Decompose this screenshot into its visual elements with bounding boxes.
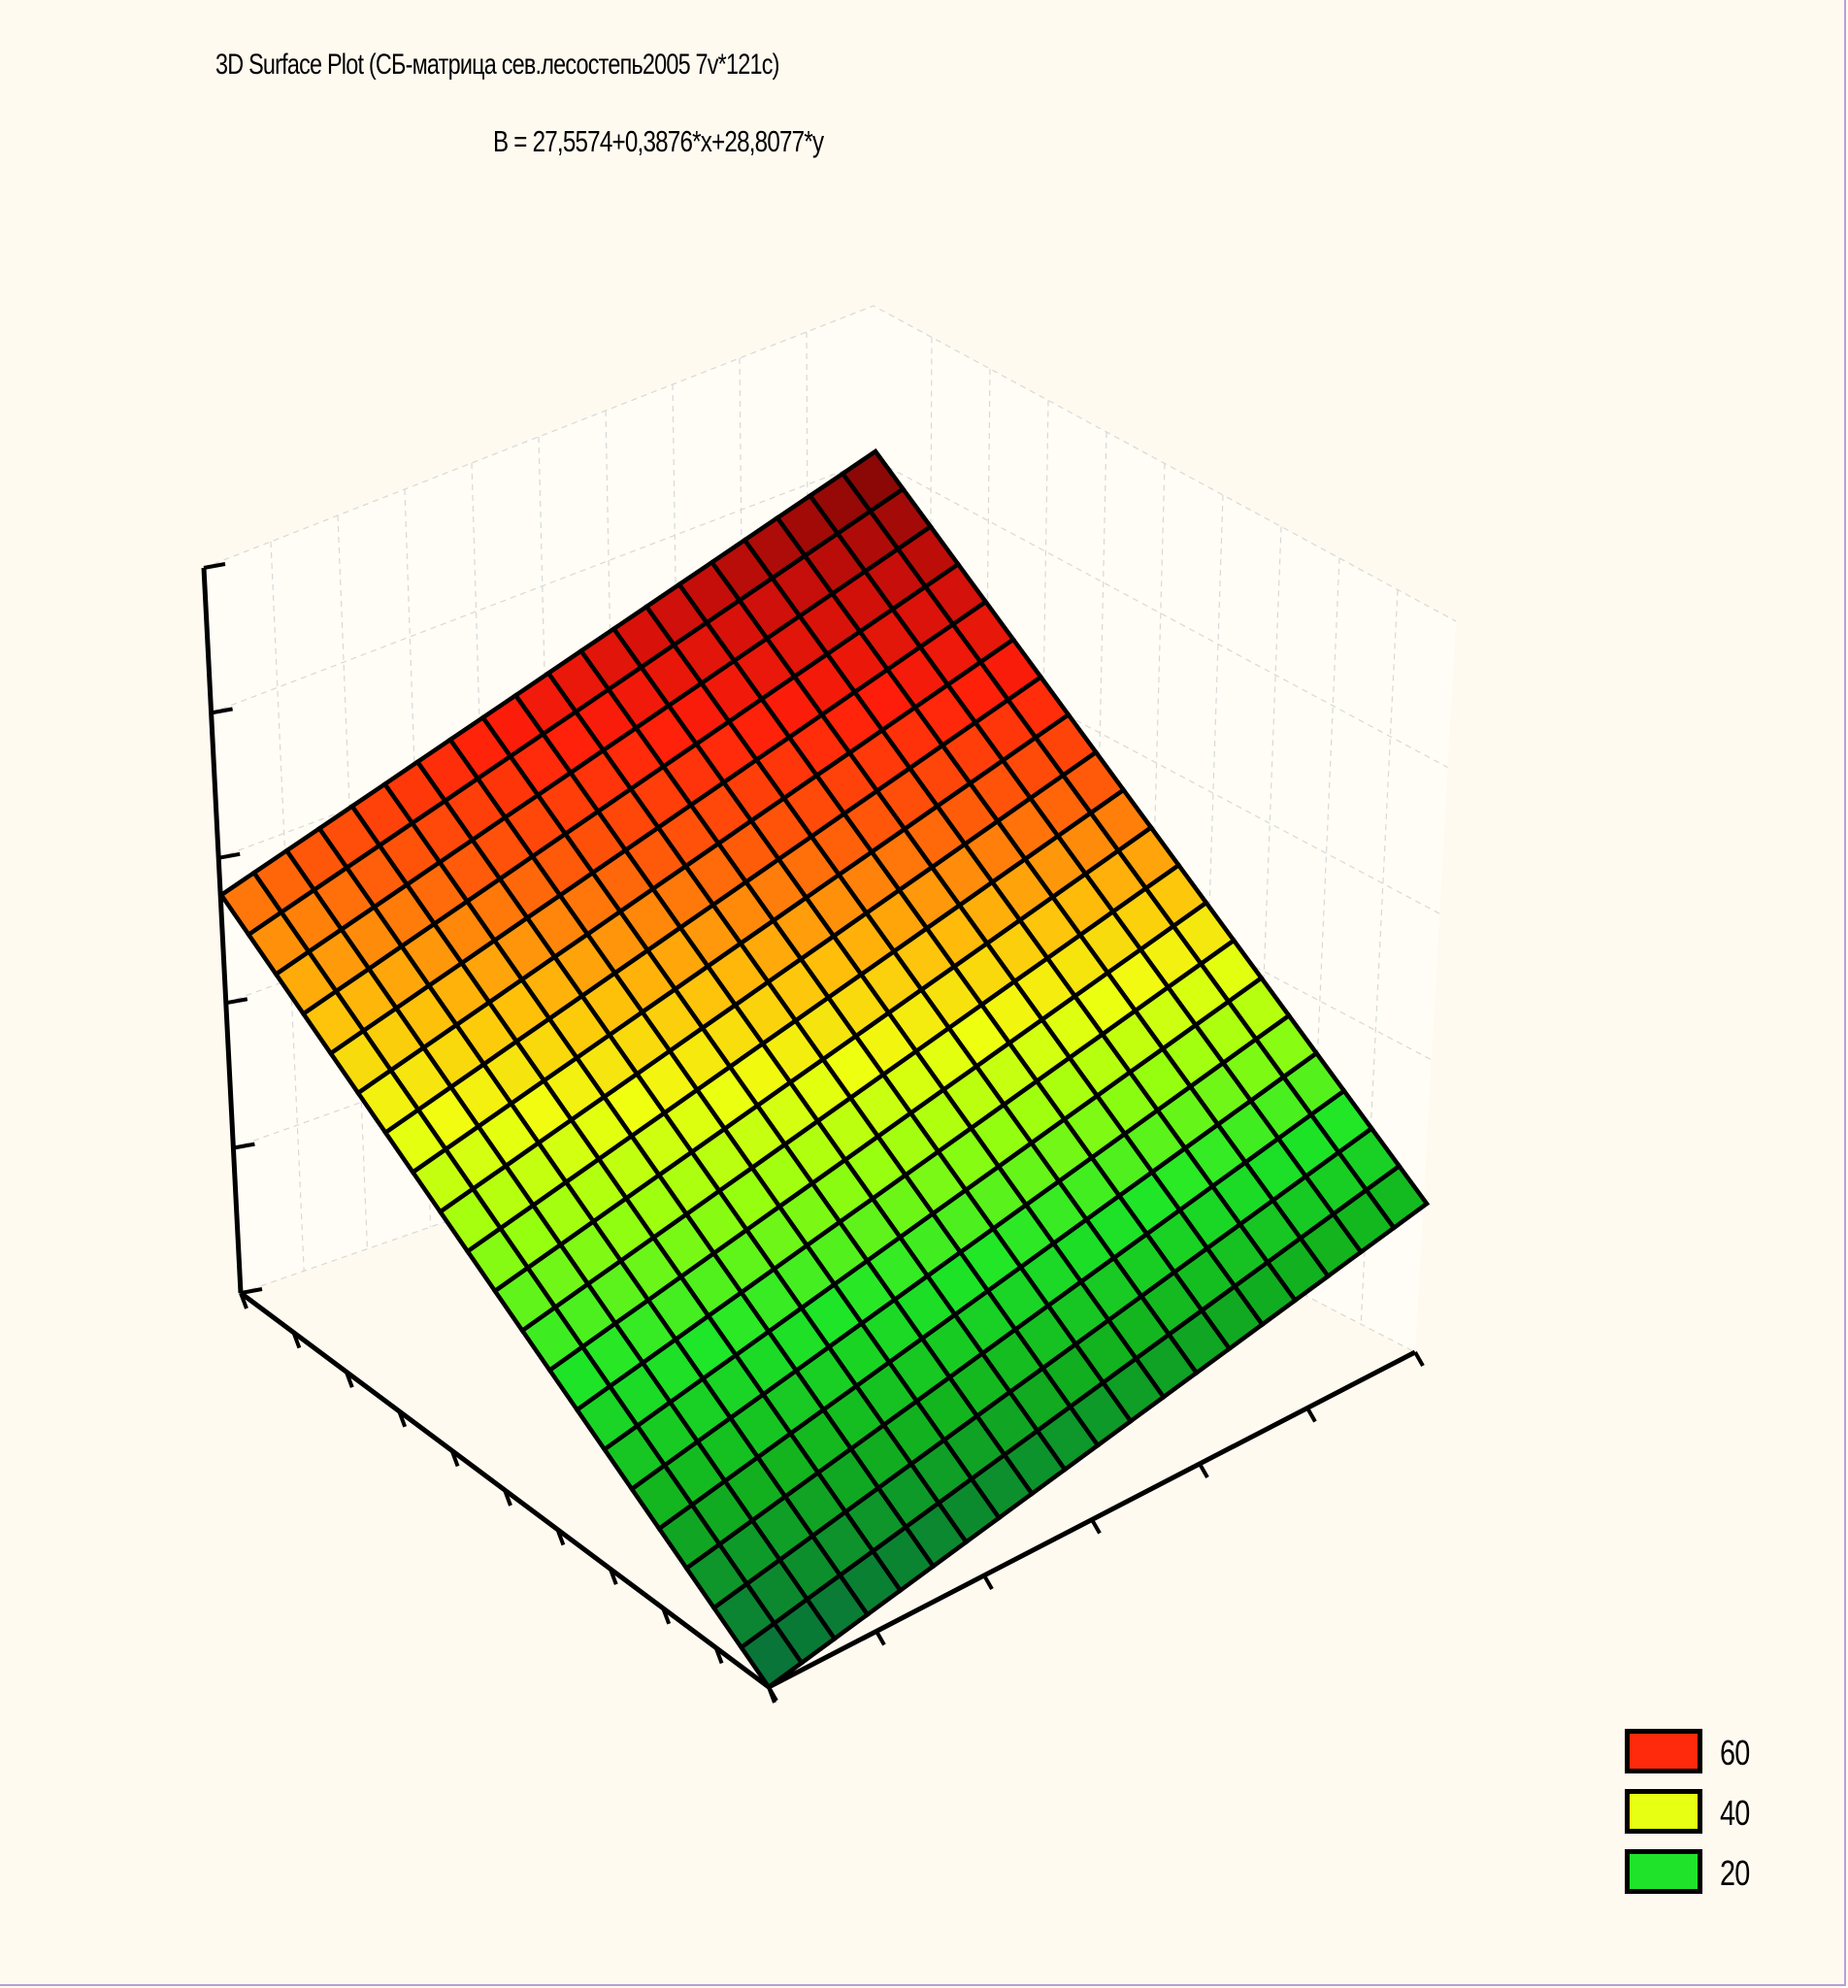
- legend-swatch-60: [1625, 1729, 1702, 1773]
- z-tick: [240, 1287, 263, 1295]
- y-tick: [397, 1410, 408, 1428]
- x-tick: [874, 1630, 886, 1646]
- z-tick: [211, 707, 233, 715]
- x-tick: [1305, 1407, 1317, 1423]
- wall-gridline: [404, 488, 432, 1227]
- y-tick: [503, 1489, 512, 1507]
- wall-gridline: [1305, 557, 1340, 1297]
- y-tick: [661, 1607, 672, 1625]
- y-tick: [344, 1371, 354, 1388]
- x-tick: [1090, 1518, 1102, 1535]
- x-tick: [982, 1574, 994, 1590]
- x-tick: [767, 1686, 778, 1702]
- z-axis: [201, 567, 244, 1294]
- z-tick: [203, 562, 226, 570]
- chart-title: 3D Surface Plot (СБ-матрица сев.лесостеп…: [215, 49, 779, 81]
- legend-label: 20: [1720, 1853, 1750, 1893]
- legend-item: 60: [1621, 1723, 1815, 1781]
- legend-item: 20: [1621, 1843, 1815, 1902]
- legend-item: 40: [1621, 1783, 1815, 1841]
- tick-marks: [203, 562, 1425, 1704]
- y-tick: [291, 1331, 302, 1349]
- z-tick: [217, 851, 241, 860]
- x-tick: [1198, 1463, 1209, 1478]
- y-tick: [713, 1646, 724, 1665]
- legend-label: 40: [1720, 1793, 1750, 1833]
- legend-swatch-20: [1625, 1849, 1702, 1894]
- y-tick: [239, 1292, 248, 1309]
- y-tick: [608, 1568, 618, 1585]
- y-tick: [449, 1449, 460, 1468]
- surface-mesh: [217, 447, 1431, 1691]
- z-tick: [233, 1142, 255, 1150]
- regression-equation: B = 27,5574+0,3876*x+28,8077*y: [493, 124, 824, 158]
- legend-swatch-40: [1625, 1789, 1702, 1834]
- legend-label: 60: [1720, 1733, 1750, 1773]
- surface-cell: [738, 1620, 805, 1691]
- x-tick: [1413, 1351, 1425, 1367]
- y-tick: [555, 1528, 566, 1546]
- z-tick: [225, 997, 248, 1006]
- wall-gridline: [203, 305, 1457, 622]
